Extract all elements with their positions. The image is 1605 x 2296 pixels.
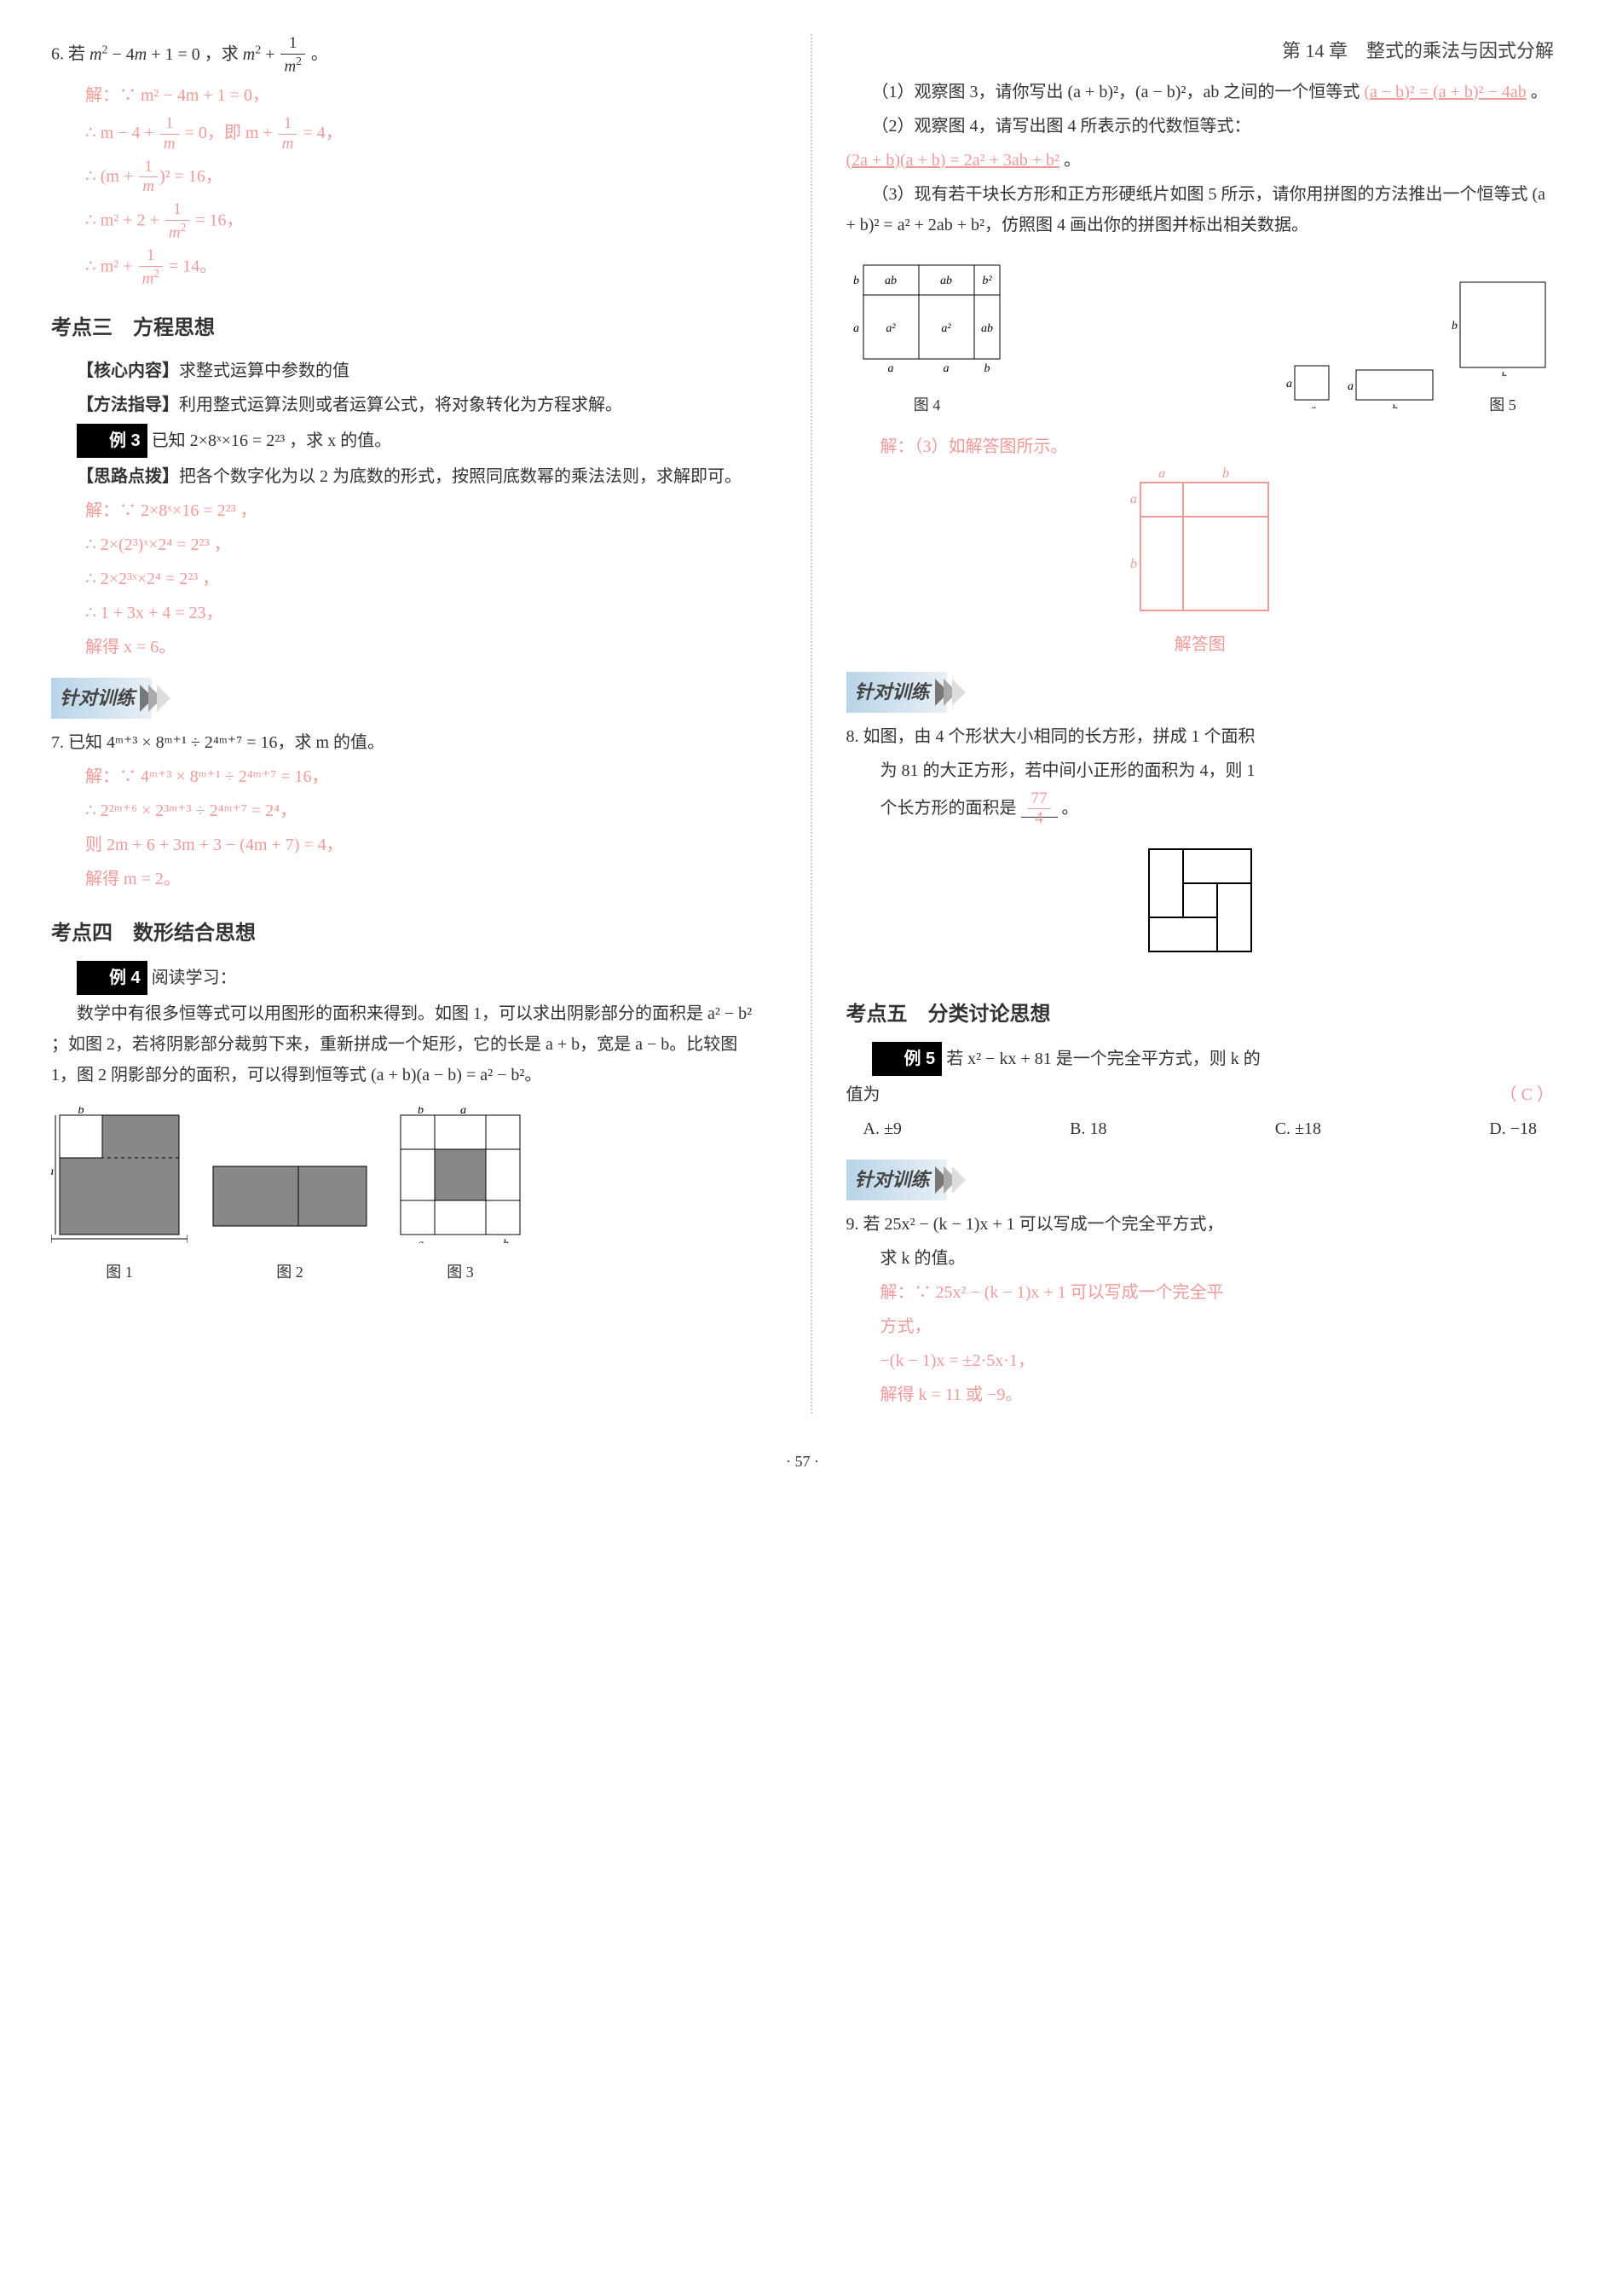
q7-prompt: 7. 已知 4ᵐ⁺³ × 8ᵐ⁺¹ ÷ 2⁴ᵐ⁺⁷ = 16，求 m 的值。 — [51, 727, 759, 758]
q6-solution-l3: ∴ (m + 1m)² = 16， — [85, 158, 759, 198]
svg-text:a: a — [418, 1238, 424, 1243]
kp5-example-l2: 值为 （ C ） — [846, 1079, 1555, 1110]
option-a: A. ±9 — [863, 1113, 902, 1144]
svg-text:b: b — [1501, 371, 1507, 376]
svg-text:a²: a² — [941, 322, 951, 335]
kp3-sol-l2: ∴ 2×(2³)ˣ×2⁴ = 2²³ ， — [85, 529, 759, 560]
training-banner-right-1: 针对训练 — [846, 672, 1555, 713]
figure-5: aa ab bb 图 5 — [1286, 274, 1554, 419]
option-d: D. −18 — [1489, 1113, 1537, 1144]
q6-solution-l1: 解：∵ m² − 4m + 1 = 0， — [85, 80, 759, 111]
kp4-para1: 数学中有很多恒等式可以用图形的面积来得到。如图 1，可以求出阴影部分的面积是 a… — [51, 998, 759, 1090]
svg-text:b: b — [1392, 403, 1398, 408]
q6-prompt: 6. 若 m2 − 4m + 1 = 0 ，求 m2 + 1m2 。 — [51, 34, 759, 77]
q9-l1: 9. 若 25x² − (k − 1)x + 1 可以写成一个完全平方式， — [846, 1209, 1555, 1240]
q6-solution-l4: ∴ m² + 2 + 1m2 = 16， — [85, 200, 759, 243]
kp4-example: 例 4 阅读学习： — [51, 961, 759, 995]
option-c: C. ±18 — [1275, 1113, 1321, 1144]
svg-text:b: b — [418, 1107, 424, 1117]
svg-text:a: a — [1310, 403, 1316, 408]
option-b: B. 18 — [1070, 1113, 1106, 1144]
training-banner-left-1: 针对训练 — [51, 678, 759, 719]
q9-sol-l1: 解：∵ 25x² − (k − 1)x + 1 可以写成一个完全平 — [880, 1277, 1555, 1308]
kp3-hint: 【思路点拨】把各个数字化为以 2 为底数的形式，按照同底数幂的乘法法则，求解即可… — [51, 461, 759, 492]
kp3-sol-l4: ∴ 1 + 3x + 4 = 23， — [85, 598, 759, 628]
sub1: （1）观察图 3，请你写出 (a + b)²，(a − b)²，ab 之间的一个… — [846, 77, 1555, 107]
svg-text:a: a — [853, 322, 859, 335]
svg-text:a: a — [117, 1241, 123, 1243]
kp3-sol-l5: 解得 x = 6。 — [85, 632, 759, 662]
svg-text:b: b — [78, 1107, 84, 1117]
q9-sol-l2: 方式， — [880, 1311, 1555, 1342]
svg-text:a: a — [887, 362, 893, 375]
q7-sol-l3: 则 2m + 6 + 3m + 3 − (4m + 7) = 4， — [85, 830, 759, 860]
kp5-options: A. ±9 B. 18 C. ±18 D. −18 — [846, 1113, 1555, 1144]
kp3-method: 【方法指导】利用整式运算法则或者运算公式，将对象转化为方程求解。 — [51, 390, 759, 420]
svg-text:a: a — [1348, 380, 1354, 393]
svg-text:a: a — [1130, 492, 1137, 506]
figure-2: 图 2 — [205, 1141, 375, 1286]
sol3: 解：（3）如解答图所示。 — [880, 431, 1555, 462]
kp3-core: 【核心内容】求整式运算中参数的值 — [51, 356, 759, 386]
svg-text:ab: ab — [940, 275, 952, 287]
figure-1: a b a 图 1 — [51, 1107, 188, 1286]
chevron-icon — [940, 679, 966, 706]
q8-l3: 个长方形的面积是 774 。 — [880, 789, 1555, 830]
kp5-title: 考点五 分类讨论思想 — [846, 996, 1555, 1033]
chevron-icon — [940, 1166, 966, 1194]
q8-l2: 为 81 的大正方形，若中间小正形的面积为 4，则 1 — [880, 755, 1555, 786]
svg-text:b²: b² — [982, 275, 992, 287]
svg-text:b: b — [503, 1238, 509, 1243]
svg-text:b: b — [1222, 466, 1229, 481]
kp3-example: 例 3 已知 2×8ˣ×16 = 2²³ ，求 x 的值。 — [51, 424, 759, 458]
kp4-figures: a b a 图 1 图 2 — [51, 1107, 759, 1286]
svg-text:a: a — [1286, 378, 1292, 390]
q9-sol-l4: 解得 k = 11 或 −9。 — [880, 1379, 1555, 1410]
svg-text:b: b — [1130, 557, 1137, 571]
q7-sol-l1: 解：∵ 4ᵐ⁺³ × 8ᵐ⁺¹ ÷ 2⁴ᵐ⁺⁷ = 16， — [85, 761, 759, 792]
kp3-sol-l3: ∴ 2×2³ˣ×2⁴ = 2²³ ， — [85, 564, 759, 594]
figure-4: ab ab b² a² a² ab b a a a b 图 4 — [846, 257, 1008, 419]
q8-l1: 8. 如图，由 4 个形状大小相同的长方形，拼成 1 个面积 — [846, 721, 1555, 752]
svg-text:a: a — [460, 1107, 466, 1117]
page-number: · 57 · — [51, 1448, 1554, 1475]
svg-text:a: a — [1158, 466, 1165, 481]
chapter-header: 第 14 章 整式的乘法与因式分解 — [846, 34, 1555, 68]
kp3-title: 考点三 方程思想 — [51, 309, 759, 347]
sub3: （3）现有若干块长方形和正方形硬纸片如图 5 所示，请你用拼图的方法推出一个恒等… — [846, 179, 1555, 240]
training-banner-right-2: 针对训练 — [846, 1160, 1555, 1200]
q9-sol-l3: −(k − 1)x = ±2·5x·1， — [880, 1345, 1555, 1376]
chevron-icon — [145, 685, 170, 712]
svg-text:b: b — [1452, 320, 1458, 333]
svg-text:ab: ab — [981, 322, 993, 335]
svg-text:b: b — [853, 275, 859, 287]
answer-figure: a b a b 解答图 — [846, 466, 1555, 660]
svg-text:a: a — [51, 1165, 54, 1178]
sub2-answer: (2a + b)(a + b) = 2a² + 3ab + b² 。 — [846, 145, 1555, 176]
figs-4-5: ab ab b² a² a² ab b a a a b 图 4 aa — [846, 257, 1555, 419]
q7-sol-l2: ∴ 2²ᵐ⁺⁶ × 2³ᵐ⁺³ ÷ 2⁴ᵐ⁺⁷ = 2⁴， — [85, 795, 759, 826]
q8-figure — [846, 832, 1555, 979]
svg-text:b: b — [984, 362, 990, 375]
q7-sol-l4: 解得 m = 2。 — [85, 864, 759, 894]
svg-text:ab: ab — [885, 275, 897, 287]
q9-l2: 求 k 的值。 — [880, 1243, 1555, 1274]
kp4-title: 考点四 数形结合思想 — [51, 915, 759, 952]
figure-3: b a a b 图 3 — [392, 1107, 528, 1286]
sub2-prompt: （2）观察图 4，请写出图 4 所表示的代数恒等式： — [846, 111, 1555, 142]
q6-solution-l5: ∴ m² + 1m2 = 14。 — [85, 246, 759, 289]
kp5-example: 例 5 若 x² − kx + 81 是一个完全平方式，则 k 的 — [846, 1042, 1555, 1076]
svg-text:a: a — [943, 362, 949, 375]
kp3-sol-l1: 解：∵ 2×8ˣ×16 = 2²³ ， — [85, 495, 759, 526]
svg-text:a²: a² — [886, 322, 896, 335]
q6-solution-l2: ∴ m − 4 + 1m = 0，即 m + 1m = 4， — [85, 114, 759, 154]
